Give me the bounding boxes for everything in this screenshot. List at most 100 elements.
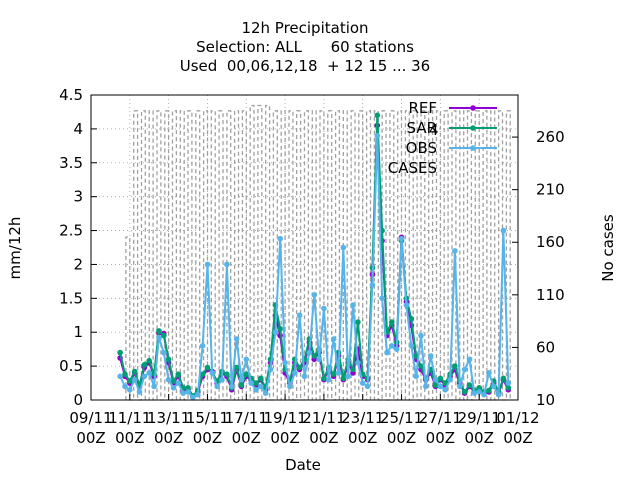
data-point-obs bbox=[219, 376, 225, 383]
data-point-sar bbox=[199, 371, 206, 378]
data-point-sar bbox=[141, 362, 148, 368]
data-point-obs bbox=[389, 343, 395, 349]
data-point-obs bbox=[418, 332, 424, 339]
data-point-obs bbox=[209, 370, 216, 376]
data-point-obs bbox=[238, 376, 245, 383]
y2-tick-label: 10 bbox=[536, 391, 555, 409]
data-point-sar bbox=[374, 112, 381, 119]
data-point-obs bbox=[214, 383, 220, 390]
data-point-sar bbox=[224, 371, 230, 378]
data-point-obs bbox=[461, 366, 468, 373]
data-point-obs bbox=[345, 373, 352, 380]
data-point-obs bbox=[452, 248, 458, 254]
x-tick-label-date: 27/11 bbox=[419, 409, 462, 427]
data-point-obs bbox=[141, 373, 148, 380]
data-point-sar bbox=[432, 382, 439, 388]
data-point-obs bbox=[146, 370, 152, 376]
x-tick-label-date: 29/11 bbox=[458, 409, 501, 427]
data-point-obs bbox=[272, 329, 279, 336]
data-point-obs bbox=[466, 356, 473, 363]
y2-tick-label: 210 bbox=[536, 181, 565, 199]
data-point-sar bbox=[146, 357, 152, 364]
data-point-obs bbox=[316, 356, 322, 363]
chart-title: 12h Precipitation Selection: ALL 60 stat… bbox=[180, 19, 430, 75]
data-point-sar bbox=[161, 332, 167, 339]
data-point-obs bbox=[282, 359, 288, 366]
data-point-obs bbox=[432, 376, 439, 383]
data-point-obs bbox=[228, 383, 235, 390]
data-point-obs bbox=[190, 394, 196, 401]
data-point-obs bbox=[204, 261, 211, 268]
x-tick-label-time: 00Z bbox=[154, 429, 183, 447]
data-point-obs bbox=[136, 389, 143, 395]
data-point-sar bbox=[185, 385, 191, 391]
data-point-obs bbox=[180, 390, 186, 397]
data-point-sar bbox=[321, 375, 327, 382]
x-tick-label-date: 17/11 bbox=[225, 409, 268, 427]
x-tick-label-date: 13/11 bbox=[147, 409, 190, 427]
x-tick-label-date: 21/11 bbox=[302, 409, 345, 427]
series-layer bbox=[117, 104, 512, 401]
series-line-cases bbox=[125, 104, 511, 401]
plot-border bbox=[90, 94, 519, 401]
data-point-sar bbox=[330, 371, 337, 378]
data-point-obs bbox=[253, 387, 259, 393]
data-point-obs bbox=[500, 227, 507, 234]
data-point-obs bbox=[403, 302, 410, 308]
data-point-obs bbox=[359, 380, 366, 386]
data-point-obs bbox=[408, 343, 415, 349]
data-point-obs bbox=[340, 244, 347, 251]
y-tick-label: 3.5 bbox=[59, 154, 83, 172]
data-point-obs bbox=[122, 383, 128, 390]
data-point-obs bbox=[127, 387, 133, 393]
y-tick-label: 3 bbox=[73, 188, 83, 206]
data-point-sar bbox=[243, 371, 250, 378]
data-point-sar bbox=[442, 380, 449, 386]
title-line-3: Used 00,06,12,18 + 12 15 ... 36 bbox=[180, 57, 430, 75]
legend-label-cases: CASES bbox=[388, 159, 437, 177]
data-point-obs bbox=[330, 336, 337, 342]
x-tick-label-time: 00Z bbox=[348, 429, 377, 447]
x-axis-label: Date bbox=[285, 456, 321, 474]
data-point-obs bbox=[277, 235, 284, 242]
data-point-sar bbox=[505, 385, 512, 391]
data-point-obs bbox=[495, 391, 502, 398]
y2-tick-label: 110 bbox=[536, 286, 565, 304]
data-point-obs bbox=[321, 305, 327, 312]
data-point-obs bbox=[224, 261, 230, 268]
data-point-obs bbox=[117, 373, 123, 380]
x-tick-label-date: 15/11 bbox=[186, 409, 229, 427]
series-cases bbox=[125, 104, 511, 401]
x-tick-label-time: 00Z bbox=[426, 429, 455, 447]
data-point-obs bbox=[481, 391, 487, 398]
x-tick-label-time: 00Z bbox=[270, 429, 299, 447]
data-point-obs bbox=[398, 235, 405, 242]
data-point-sar bbox=[461, 389, 468, 395]
y-tick-label: 0 bbox=[73, 391, 83, 409]
x-tick-label-date: 01/12 bbox=[496, 409, 539, 427]
y2-tick-label: 260 bbox=[536, 128, 565, 146]
data-point-obs bbox=[199, 343, 206, 349]
x-tick-label-time: 00Z bbox=[193, 429, 222, 447]
data-point-obs bbox=[326, 376, 332, 383]
data-point-sar bbox=[175, 371, 182, 378]
data-point-obs bbox=[384, 349, 390, 356]
data-point-obs bbox=[248, 380, 254, 386]
legend-label-ref: REF bbox=[408, 99, 437, 117]
data-point-obs bbox=[393, 346, 400, 353]
data-point-obs bbox=[301, 373, 308, 380]
data-point-obs bbox=[156, 334, 162, 341]
y2-tick-label: 60 bbox=[536, 338, 555, 356]
data-point-sar bbox=[258, 375, 264, 382]
y-tick-label: 0.5 bbox=[59, 357, 83, 375]
data-point-obs bbox=[267, 366, 274, 373]
data-point-obs bbox=[355, 359, 361, 366]
legend-marker-obs bbox=[470, 145, 476, 151]
data-point-sar bbox=[127, 378, 133, 384]
data-point-obs bbox=[350, 302, 356, 308]
y-tick-label: 2.5 bbox=[59, 222, 83, 240]
data-point-obs bbox=[471, 390, 478, 397]
data-point-obs bbox=[427, 353, 434, 359]
data-point-sar bbox=[311, 353, 318, 359]
